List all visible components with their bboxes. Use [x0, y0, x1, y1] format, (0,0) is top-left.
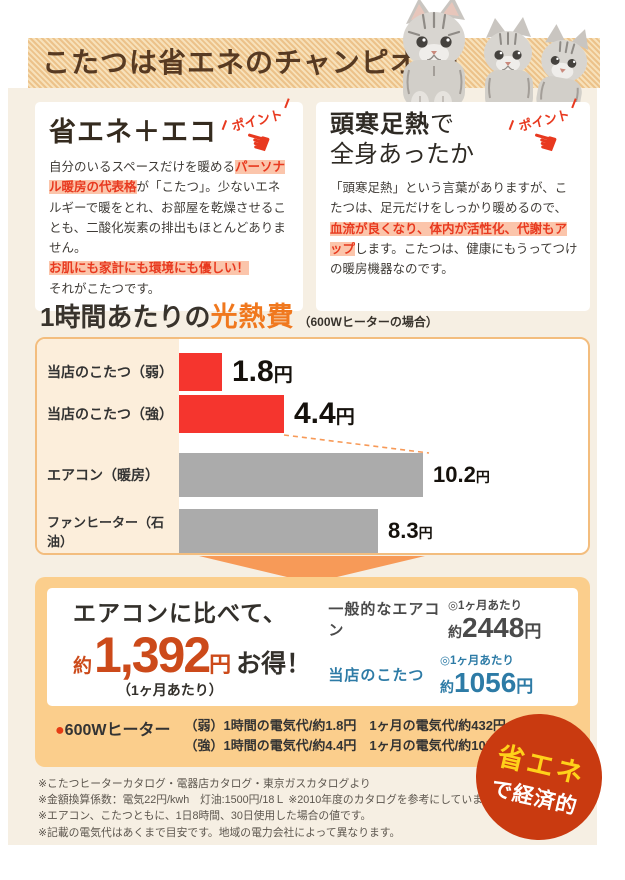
- savings-card: エアコンに比べて、 約 1,392 円 お得！ （1ヶ月あたり） 一般的なエアコ…: [47, 588, 578, 706]
- chart-row: エアコン（暖房） 10.2円: [37, 453, 588, 497]
- bar-value-label: 1.8円: [232, 355, 293, 389]
- title-line2: 全身あったか: [330, 141, 474, 168]
- cost-bar-chart: 当店のこたつ（弱） 1.8円 当店のこたつ（強） 4.4円 エアコン（暖房） 10.2円フ…: [35, 337, 590, 555]
- highlight-text: お肌にも家計にも環境にも優しい！: [49, 261, 250, 276]
- chart-heading-accent: 光熱費: [210, 302, 295, 332]
- bullet-icon: ●: [55, 722, 65, 739]
- savings-box: エアコンに比べて、 約 1,392 円 お得！ （1ヶ月あたり） 一般的なエアコ…: [35, 577, 590, 767]
- bar: [179, 353, 222, 391]
- savings-approx: 約: [73, 656, 93, 677]
- comparison-row: 当店のこたつ ◎1ヶ月あたり 約1056円: [328, 652, 562, 697]
- chart-heading: 1時間あたりの 光熱費 （600Wヒーターの場合）: [40, 295, 438, 334]
- chart-heading-note: （600Wヒーターの場合）: [298, 315, 438, 329]
- comparison-label: 当店のこたつ: [328, 667, 425, 685]
- footnote-line: ※エアコン、こたつともに、1日8時間、30日使用した場合の値です。: [38, 810, 372, 823]
- bar: [179, 509, 378, 553]
- chart-row: 当店のこたつ（弱） 1.8円: [37, 353, 588, 391]
- pointing-hand-icon: ☚: [239, 122, 275, 163]
- chart-row: ファンヒーター（石油） 8.3円: [37, 509, 588, 553]
- comparison-value: 約2448円: [448, 611, 562, 643]
- savings-amount-line: 約 1,392 円 お得！: [73, 630, 328, 680]
- comparison-per-month: ◎1ヶ月あたり: [448, 599, 522, 612]
- footnote-line: ※記載の電気代はあくまで目安です。地域の電力会社によって異なります。: [38, 826, 401, 839]
- heater-label-text: 600Wヒーター: [64, 722, 171, 739]
- value-number: 1056: [454, 667, 517, 698]
- point-badge: ポイント ☚: [217, 98, 297, 166]
- heater-line: （強）1時間の電気代/約4.4円 1ヶ月の電気代/約1056円: [184, 738, 514, 754]
- footnote-line: ※こたつヒーターカタログ・電器店カタログ・東京ガスカタログより: [38, 778, 371, 790]
- savings-lead: エアコンに比べて、: [73, 600, 287, 626]
- chart-label-column: [37, 339, 179, 553]
- card-zukan: 頭寒足熱で 全身あったか ポイント ☚ 「頭寒足熱」という言葉がありますが、こた…: [316, 98, 590, 311]
- comparison-row: 一般的なエアコン ◎1ヶ月あたり 約2448円: [328, 597, 562, 642]
- value-number: 2448: [462, 611, 525, 643]
- card-eco: 省エネ＋エコ ポイント ☚ 自分のいるスペースだけを暖めるパーソナル暖房の代表格…: [35, 98, 303, 311]
- pointing-hand-icon: ☚: [526, 122, 562, 163]
- info-cards: 省エネ＋エコ ポイント ☚ 自分のいるスペースだけを暖めるパーソナル暖房の代表格…: [35, 98, 590, 311]
- comparison-label: 一般的なエアコン: [328, 601, 441, 640]
- bar-value-unit: 円: [335, 407, 355, 428]
- bar-value-number: 8.3: [388, 518, 419, 543]
- bar-area: 10.2円: [179, 453, 588, 497]
- card-eco-body: 自分のいるスペースだけを暖めるパーソナル暖房の代表格が「こたつ」。少ないエネルギ…: [49, 157, 291, 299]
- comparison-per-month: ◎1ヶ月あたり: [440, 655, 514, 667]
- savings-amount: 1,392: [94, 627, 211, 683]
- card-zukan-title: 頭寒足熱で 全身あったか: [330, 110, 578, 170]
- kitten-middle: [484, 17, 533, 112]
- bar-category-label: エアコン（暖房）: [47, 467, 159, 483]
- body-text: 「頭寒足熱」という言葉がありますが、こたつは、足元だけをしっかり暖めるので、: [330, 181, 568, 216]
- bar-category-label: 当店のこたつ（強）: [47, 406, 173, 422]
- title-rest: で: [430, 111, 454, 138]
- bar-value-unit: 円: [418, 525, 433, 541]
- comparison-value: 約1056円: [440, 668, 562, 697]
- bar-category-label: 当店のこたつ（弱）: [47, 364, 173, 380]
- chart-row: 当店のこたつ（強） 4.4円: [37, 395, 588, 433]
- body-text: それがこたつです。: [49, 281, 161, 296]
- body-text: します。こたつは、健康にもうってつけの暖房機器なのです。: [330, 241, 578, 276]
- body-text: が「こたつ」。少ないエネルギーで暖をとれ、お部屋を乾燥させることも、二酸化炭素の…: [49, 180, 286, 255]
- savings-per-month: （1ヶ月あたり）: [117, 682, 223, 698]
- body-text: 自分のいるスペースだけを暖める: [49, 160, 236, 174]
- heater-lines: （弱）1時間の電気代/約1.8円 1ヶ月の電気代/約432円 （強）1時間の電気代…: [184, 716, 513, 756]
- kitten-left: [403, 0, 465, 115]
- heater-line: （弱）1時間の電気代/約1.8円 1ヶ月の電気代/約432円: [184, 718, 506, 733]
- title-bold: 頭寒足熱: [330, 111, 430, 138]
- bar-area: 8.3円: [179, 509, 588, 553]
- savings-comparison: 一般的なエアコン ◎1ヶ月あたり 約2448円 当店のこたつ ◎1ヶ月あたり 約1056円: [328, 597, 578, 698]
- bar-value-number: 1.8: [232, 355, 274, 388]
- heater-label: ●600Wヒーター: [55, 716, 170, 740]
- kittens-photo: [403, 0, 589, 116]
- value-unit: 円: [516, 677, 534, 696]
- bar-category-label: ファンヒーター（石油）: [47, 515, 165, 549]
- footnotes: ※こたつヒーターカタログ・電器店カタログ・東京ガスカタログより ※金額換算係数：電…: [38, 776, 583, 841]
- bar-value-label: 4.4円: [294, 397, 355, 431]
- bar-value-unit: 円: [273, 365, 293, 386]
- card-eco-title: 省エネ＋エコ: [49, 117, 217, 147]
- bar-value-number: 4.4: [294, 397, 336, 430]
- card-zukan-body: 「頭寒足熱」という言葉がありますが、こたつは、足元だけをしっかり暖めるので、血流…: [330, 178, 578, 279]
- savings-unit: 円: [209, 652, 232, 677]
- savings-left: エアコンに比べて、 約 1,392 円 お得！ （1ヶ月あたり）: [47, 594, 328, 700]
- bar-value-unit: 円: [475, 469, 490, 485]
- value-approx: 約: [448, 623, 463, 640]
- bar: [179, 395, 284, 433]
- bar: [179, 453, 423, 497]
- heater-note: ●600Wヒーター （弱）1時間の電気代/約1.8円 1ヶ月の電気代/約432円…: [55, 716, 570, 756]
- bar-value-label: 8.3円: [388, 518, 433, 544]
- value-approx: 約: [440, 679, 454, 695]
- comparison-value-block: ◎1ヶ月あたり 約1056円: [440, 652, 562, 697]
- value-unit: 円: [524, 621, 542, 641]
- savings-suffix: お得！: [236, 650, 312, 678]
- bar-value-number: 10.2: [433, 462, 476, 487]
- chart-heading-prefix: 1時間あたりの: [40, 302, 211, 332]
- bar-value-label: 10.2円: [433, 462, 490, 488]
- comparison-value-block: ◎1ヶ月あたり 約2448円: [448, 597, 562, 642]
- footnote-line: ※金額換算係数：電気22円/kwh 灯油:1500円/18Ｌ ※2010年度のカ…: [38, 794, 504, 807]
- chart-rows: 当店のこたつ（弱） 1.8円 当店のこたつ（強） 4.4円 エアコン（暖房） 10.2円フ…: [37, 339, 588, 553]
- bar-area: 1.8円: [179, 353, 588, 391]
- bar-area: 4.4円: [179, 395, 588, 433]
- point-badge: ポイント ☚: [504, 98, 584, 166]
